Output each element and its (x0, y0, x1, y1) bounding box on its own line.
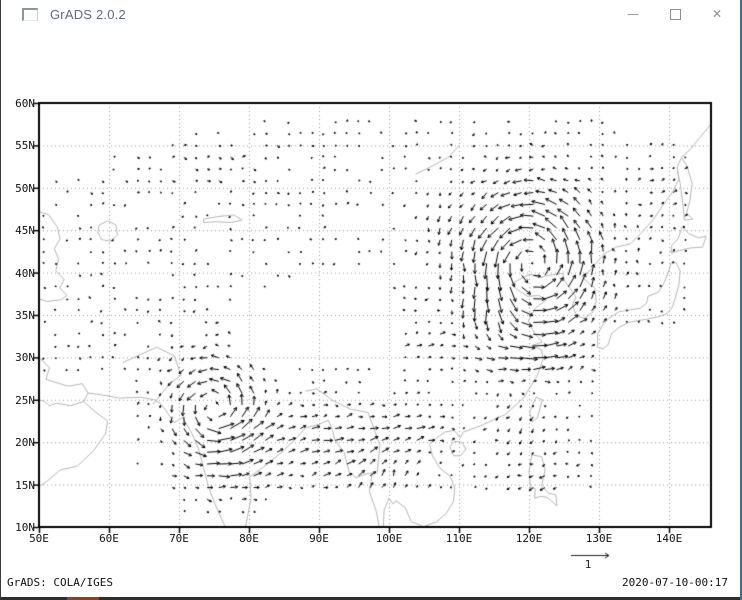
maximize-icon (669, 9, 681, 20)
status-text-left: GrADS: COLA/IGES (7, 576, 113, 589)
minimize-button[interactable]: — (612, 0, 654, 28)
x-tick-140E: 140E (655, 532, 683, 545)
window-controls: — ✕ (612, 0, 738, 28)
close-button[interactable]: ✕ (696, 0, 738, 28)
y-tick-20N: 20N (15, 436, 35, 450)
x-tick-90E: 90E (309, 532, 329, 545)
close-icon: ✕ (711, 7, 723, 21)
y-tick-30N: 30N (15, 351, 35, 365)
y-tick-55N: 55N (15, 139, 35, 153)
window-title: GrADS 2.0.2 (50, 6, 126, 22)
x-tick-70E: 70E (169, 532, 189, 545)
y-tick-15N: 15N (15, 478, 35, 492)
x-tick-100E: 100E (375, 532, 403, 545)
y-tick-60N: 60N (15, 97, 35, 110)
y-tick-50N: 50N (15, 181, 35, 195)
window-bottom-accent (67, 597, 99, 600)
app-icon (22, 7, 38, 21)
reference-vector-label: 1 (584, 558, 592, 571)
title-bar[interactable]: GrADS 2.0.2 — ✕ (1, 0, 740, 28)
x-tick-80E: 80E (239, 532, 259, 545)
x-tick-60E: 60E (99, 532, 119, 545)
x-tick-130E: 130E (585, 532, 613, 545)
y-tick-10N: 10N (15, 521, 35, 534)
x-tick-110E: 110E (445, 532, 473, 545)
x-tick-120E: 120E (515, 532, 543, 545)
status-text-right: 2020-07-10-00:17 (622, 576, 728, 589)
plot-area: 60N 55N 50N 45N 40N 35N 30N 25N 20N 15N 10N 50E 60E… (1, 28, 740, 600)
vector-map-canvas (1, 28, 740, 600)
y-tick-25N: 25N (15, 393, 35, 407)
window-bottom-border (1, 597, 740, 600)
y-tick-35N: 35N (15, 309, 35, 322)
y-tick-45N: 45N (15, 224, 35, 238)
y-tick-40N: 40N (15, 266, 35, 280)
maximize-button[interactable] (654, 0, 696, 28)
x-tick-50E: 50E (29, 532, 49, 545)
minimize-icon: — (627, 7, 639, 21)
